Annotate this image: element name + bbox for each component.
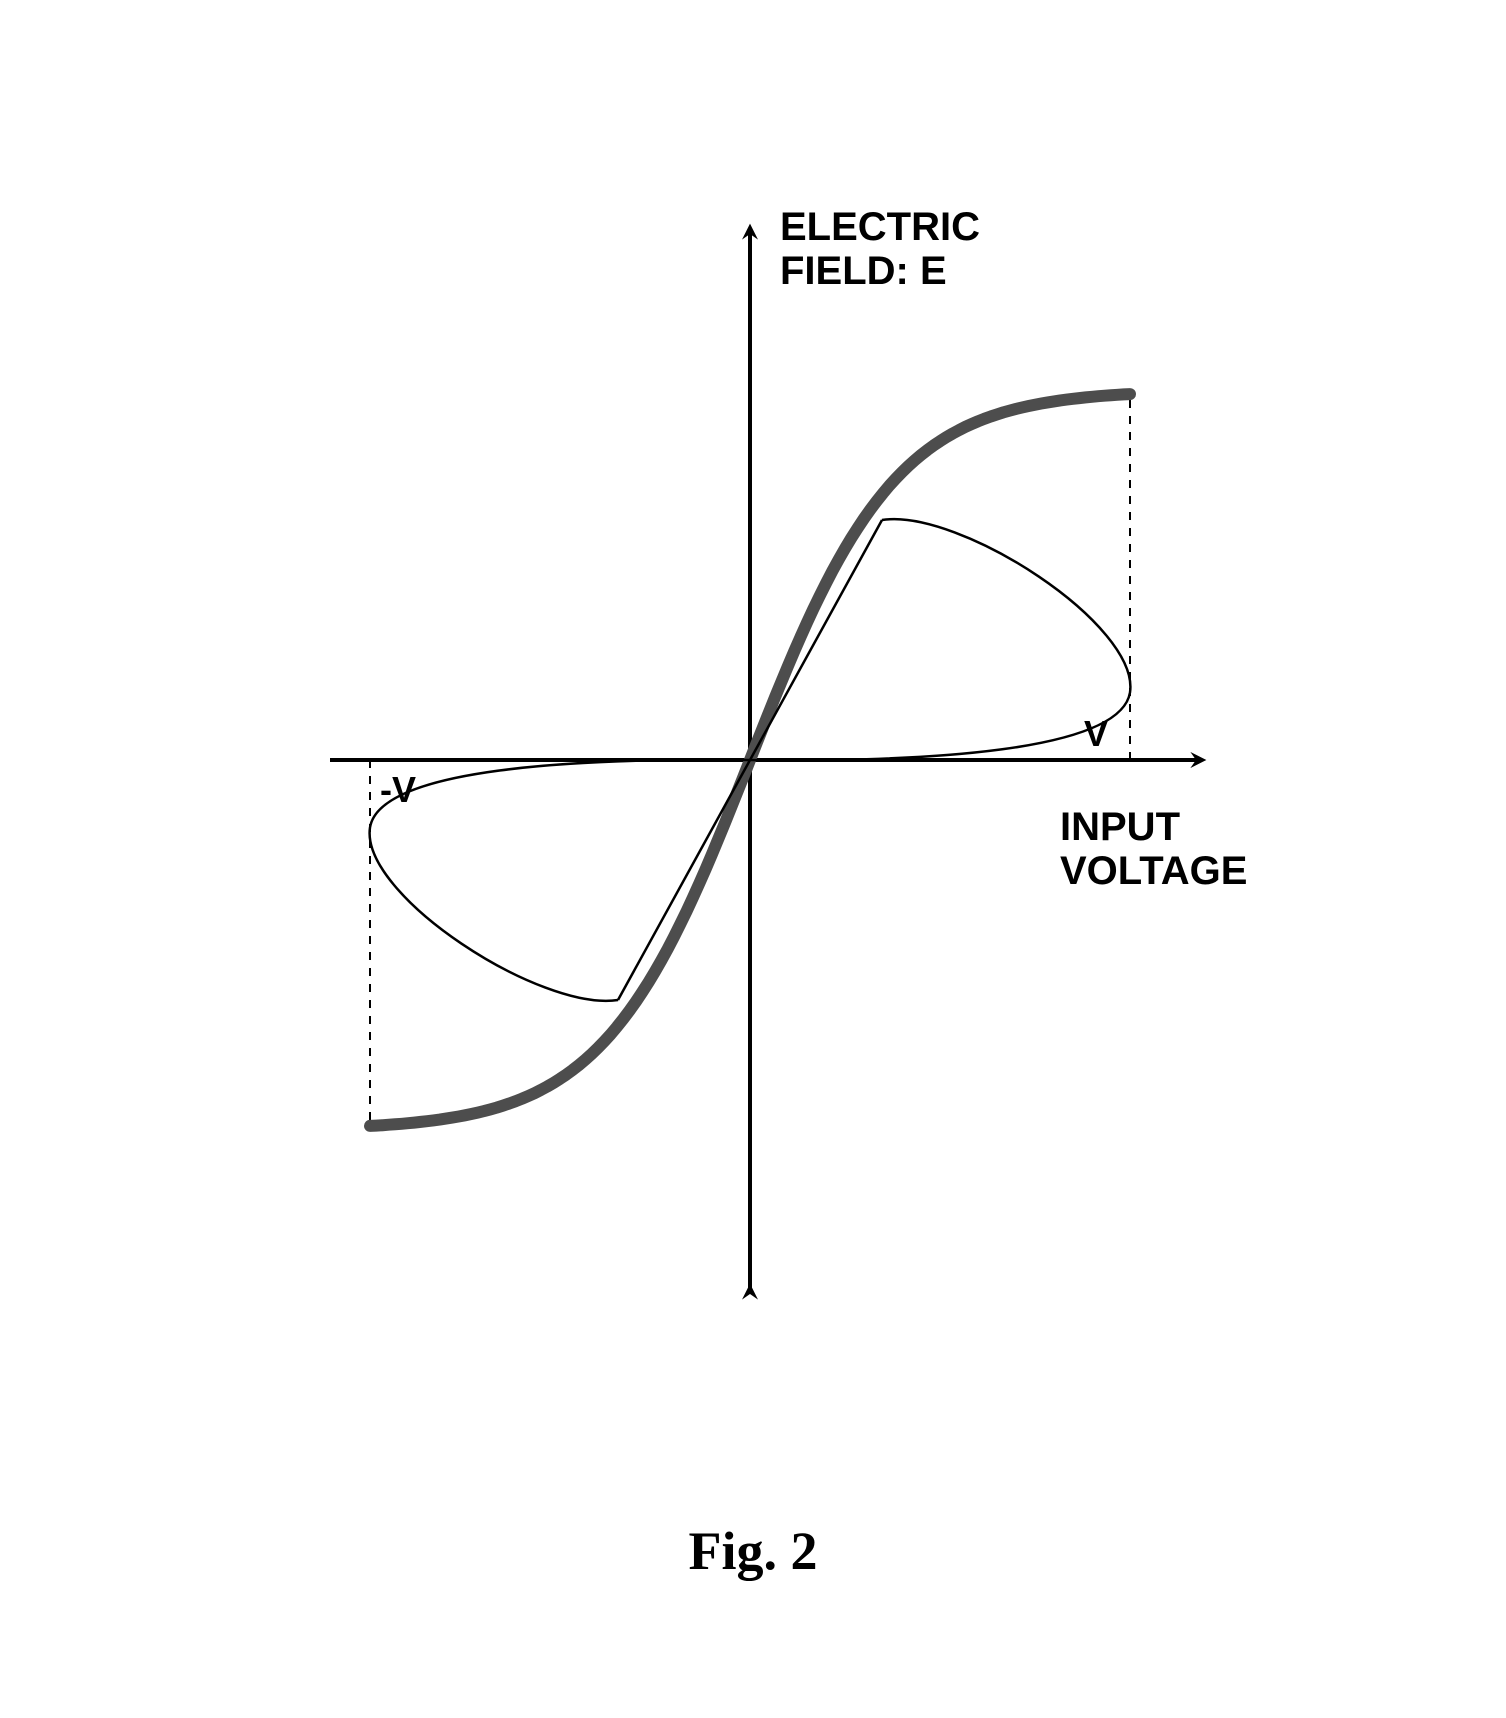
svg-text:-V: -V	[380, 769, 416, 810]
svg-text:ELECTRIC: ELECTRIC	[780, 205, 980, 249]
svg-text:INPUT: INPUT	[1060, 805, 1180, 849]
chart-container: V -V ELECTRICFIELD: E INPUTVOLTAGE	[250, 200, 1250, 1400]
figure-caption: Fig. 2	[689, 1520, 818, 1582]
svg-text:FIELD: E: FIELD: E	[780, 249, 947, 293]
svg-text:V: V	[1084, 713, 1108, 754]
ef-vs-voltage-chart: V -V ELECTRICFIELD: E INPUTVOLTAGE	[250, 200, 1250, 1400]
svg-text:VOLTAGE: VOLTAGE	[1060, 849, 1247, 893]
